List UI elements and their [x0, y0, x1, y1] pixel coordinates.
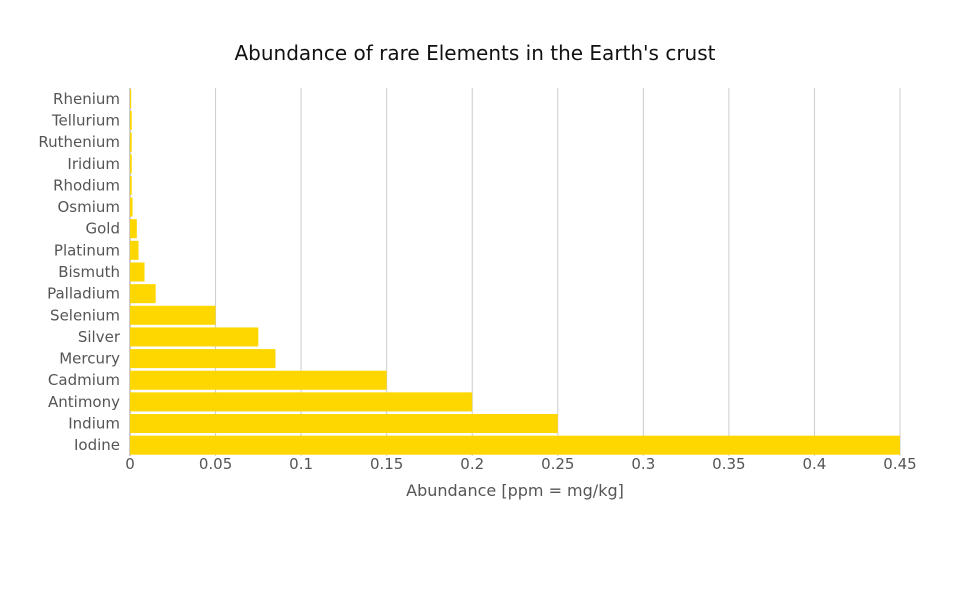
category-label-gold: Gold: [86, 220, 121, 238]
bar-rhenium: [130, 89, 132, 109]
x-tick-label: 0.4: [803, 455, 827, 473]
bars: [130, 89, 900, 455]
category-label-iridium: Iridium: [67, 155, 120, 173]
bar-iodine: [130, 435, 900, 455]
category-label-platinum: Platinum: [54, 241, 120, 259]
category-label-cadmium: Cadmium: [48, 371, 120, 389]
x-tick-label: 0.45: [883, 455, 916, 473]
bar-gold: [130, 219, 137, 239]
category-label-bismuth: Bismuth: [58, 263, 120, 281]
x-axis-label: Abundance [ppm = mg/kg]: [406, 481, 624, 500]
x-tick-label: 0.2: [460, 455, 484, 473]
bar-palladium: [130, 284, 156, 304]
bar-tellurium: [130, 110, 132, 130]
bar-antimony: [130, 392, 473, 412]
category-label-tellurium: Tellurium: [51, 111, 120, 129]
x-tick-label: 0.05: [199, 455, 232, 473]
category-label-mercury: Mercury: [59, 350, 120, 368]
category-label-antimony: Antimony: [48, 393, 120, 411]
x-tick-label: 0: [125, 455, 135, 473]
category-label-rhenium: Rhenium: [53, 90, 120, 108]
category-labels: Rhenium Tellurium Ruthenium Iridium Rhodium O…: [38, 90, 120, 454]
bar-indium: [130, 414, 558, 434]
category-label-selenium: Selenium: [50, 306, 120, 324]
grid-lines: [129, 88, 901, 456]
x-tick-label: 0.3: [631, 455, 655, 473]
category-label-ruthenium: Ruthenium: [38, 133, 120, 151]
bar-bismuth: [130, 262, 145, 282]
bar-selenium: [130, 305, 216, 325]
bar-osmium: [130, 197, 133, 217]
x-tick-label: 0.35: [712, 455, 745, 473]
bar-cadmium: [130, 370, 387, 390]
category-label-silver: Silver: [78, 328, 121, 346]
x-tick-labels: 0 0.05 0.1 0.15 0.2 0.25 0.3 0.35 0.4 0.45: [125, 455, 916, 473]
bar-iridium: [130, 154, 132, 174]
category-label-iodine: Iodine: [74, 436, 120, 454]
category-label-osmium: Osmium: [57, 198, 120, 216]
category-label-indium: Indium: [68, 415, 120, 433]
x-tick-label: 0.25: [541, 455, 574, 473]
bar-mercury: [130, 349, 276, 369]
bar-ruthenium: [130, 132, 132, 152]
bar-platinum: [130, 240, 139, 260]
x-tick-label: 0.15: [370, 455, 403, 473]
chart-title: Abundance of rare Elements in the Earth'…: [235, 41, 716, 65]
x-tick-label: 0.1: [289, 455, 313, 473]
bar-rhodium: [130, 175, 132, 195]
category-label-rhodium: Rhodium: [53, 176, 120, 194]
category-label-palladium: Palladium: [47, 285, 120, 303]
bar-silver: [130, 327, 259, 347]
